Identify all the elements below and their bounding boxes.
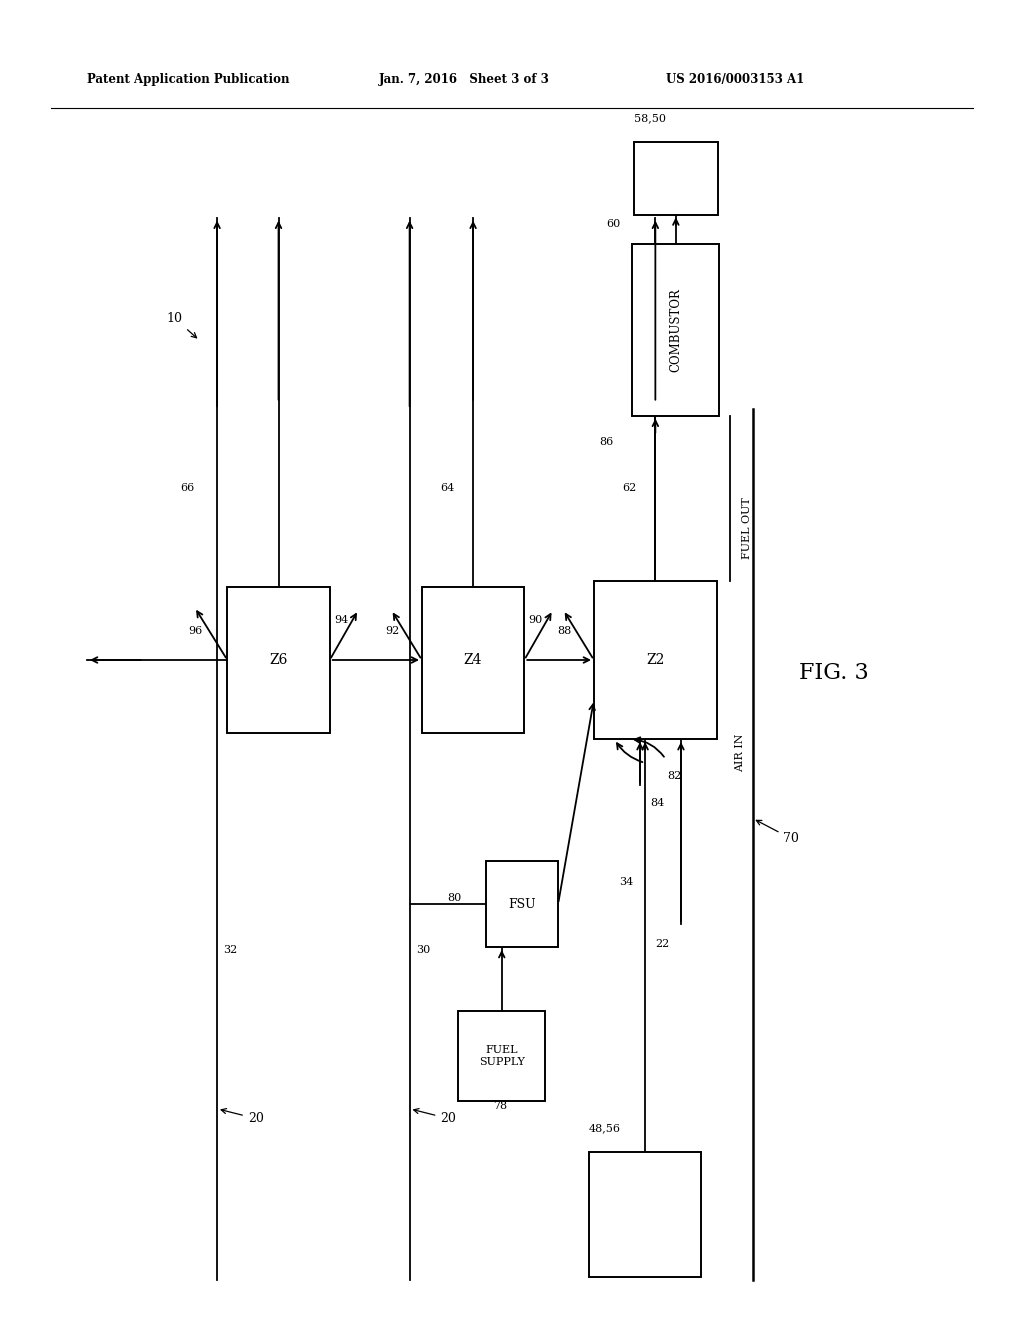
Text: 64: 64: [440, 483, 455, 494]
Text: Z2: Z2: [646, 653, 665, 667]
Text: 20: 20: [414, 1109, 457, 1125]
Text: 70: 70: [757, 820, 800, 845]
Text: 90: 90: [528, 615, 543, 626]
Text: 82: 82: [668, 771, 682, 781]
Text: COMBUSTOR: COMBUSTOR: [670, 288, 682, 372]
Text: 10: 10: [167, 312, 197, 338]
Bar: [486, 862, 558, 948]
Text: 84: 84: [650, 797, 665, 808]
Text: 58,50: 58,50: [634, 114, 666, 123]
Text: 92: 92: [385, 626, 399, 636]
Text: 80: 80: [447, 892, 462, 903]
Text: 32: 32: [223, 945, 238, 956]
Bar: [227, 587, 330, 733]
Bar: [589, 1151, 701, 1278]
Text: FSU: FSU: [509, 898, 536, 911]
Text: Z4: Z4: [464, 653, 482, 667]
Text: FUEL
SUPPLY: FUEL SUPPLY: [479, 1045, 524, 1067]
Text: 20: 20: [221, 1109, 264, 1125]
Text: FIG. 3: FIG. 3: [799, 663, 868, 684]
Text: Patent Application Publication: Patent Application Publication: [87, 73, 290, 86]
Text: 96: 96: [188, 626, 203, 636]
Text: 78: 78: [494, 1101, 508, 1111]
Bar: [634, 141, 718, 214]
Text: 94: 94: [334, 615, 348, 626]
Text: Z6: Z6: [269, 653, 288, 667]
Bar: [633, 244, 719, 416]
Text: US 2016/0003153 A1: US 2016/0003153 A1: [666, 73, 804, 86]
Text: 86: 86: [599, 437, 613, 447]
Text: 34: 34: [620, 876, 634, 887]
Text: 22: 22: [655, 939, 670, 949]
Text: 66: 66: [180, 483, 195, 494]
Text: 60: 60: [606, 219, 621, 230]
Bar: [594, 581, 717, 739]
Text: 48,56: 48,56: [589, 1123, 621, 1133]
Text: 88: 88: [557, 626, 571, 636]
Text: Jan. 7, 2016   Sheet 3 of 3: Jan. 7, 2016 Sheet 3 of 3: [379, 73, 550, 86]
Text: 30: 30: [416, 945, 430, 956]
Text: FUEL OUT: FUEL OUT: [741, 498, 752, 558]
Text: 62: 62: [623, 483, 637, 494]
Bar: [422, 587, 524, 733]
Bar: [459, 1011, 545, 1101]
Text: AIR IN: AIR IN: [735, 733, 744, 772]
